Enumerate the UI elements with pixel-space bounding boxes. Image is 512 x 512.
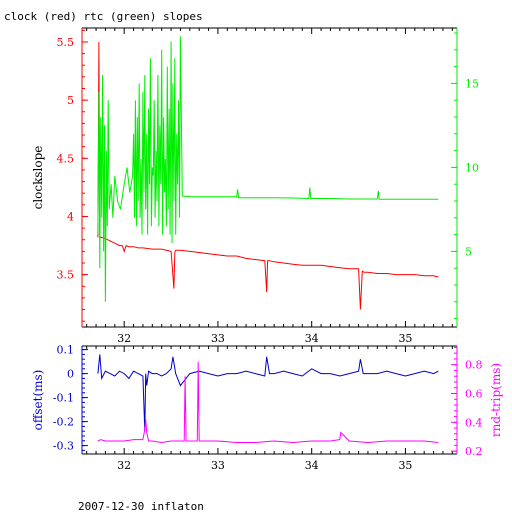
x-tick-label: 35: [398, 459, 412, 472]
series-line-0-0: [97, 41, 439, 310]
series-line-1-1: [97, 361, 439, 444]
left-axis-label: clockslope: [31, 146, 45, 210]
clock-rtc-slopes-panel: 32 33 34 35 3.5 4 4.5 5 5.5 5 10 15 clockslope: [31, 27, 479, 345]
right-tick-label: 0.4: [465, 416, 483, 429]
right-tick-label: 0.8: [465, 359, 483, 372]
left-tick-label: -0.1: [53, 392, 74, 405]
left-tick-label: 4: [67, 210, 74, 223]
left-tick-label: -0.3: [53, 440, 74, 453]
right-tick-label: 15: [465, 77, 479, 90]
right-axis-label: rnd-trip(ms): [489, 363, 503, 437]
x-tick-label: 35: [398, 332, 412, 345]
left-tick-label: 0.1: [57, 344, 75, 357]
figure-title: clock (red) rtc (green) slopes: [4, 10, 203, 23]
series-line-1-0: [97, 354, 439, 432]
x-tick-label: 33: [211, 459, 225, 472]
right-tick-label: 5: [465, 245, 472, 258]
left-tick-label: 5: [67, 94, 74, 107]
right-tick-label: 10: [465, 161, 479, 174]
left-tick-label: 3.5: [57, 269, 75, 282]
left-tick-label: 0: [67, 368, 74, 381]
left-axis-label: offset(ms): [31, 370, 45, 431]
x-tick-label: 34: [305, 459, 319, 472]
x-tick-label: 32: [117, 332, 131, 345]
right-tick-label: 0.2: [465, 445, 483, 458]
x-tick-label: 33: [211, 332, 225, 345]
offset-roundtrip-panel: 32 33 34 35 -0.3 -0.2 -0.1 0 0.1 0.2 0.4 0.6 0.8 offs…: [31, 344, 503, 472]
x-tick-label: 32: [117, 459, 131, 472]
left-tick-label: 5.5: [57, 36, 75, 49]
series-line-0-1: [97, 36, 439, 302]
footer-caption: 2007-12-30 inflaton: [78, 500, 204, 512]
x-tick-label: 34: [305, 332, 319, 345]
left-tick-label: -0.2: [53, 416, 74, 429]
left-tick-label: 4.5: [57, 152, 75, 165]
right-tick-label: 0.6: [465, 388, 483, 401]
